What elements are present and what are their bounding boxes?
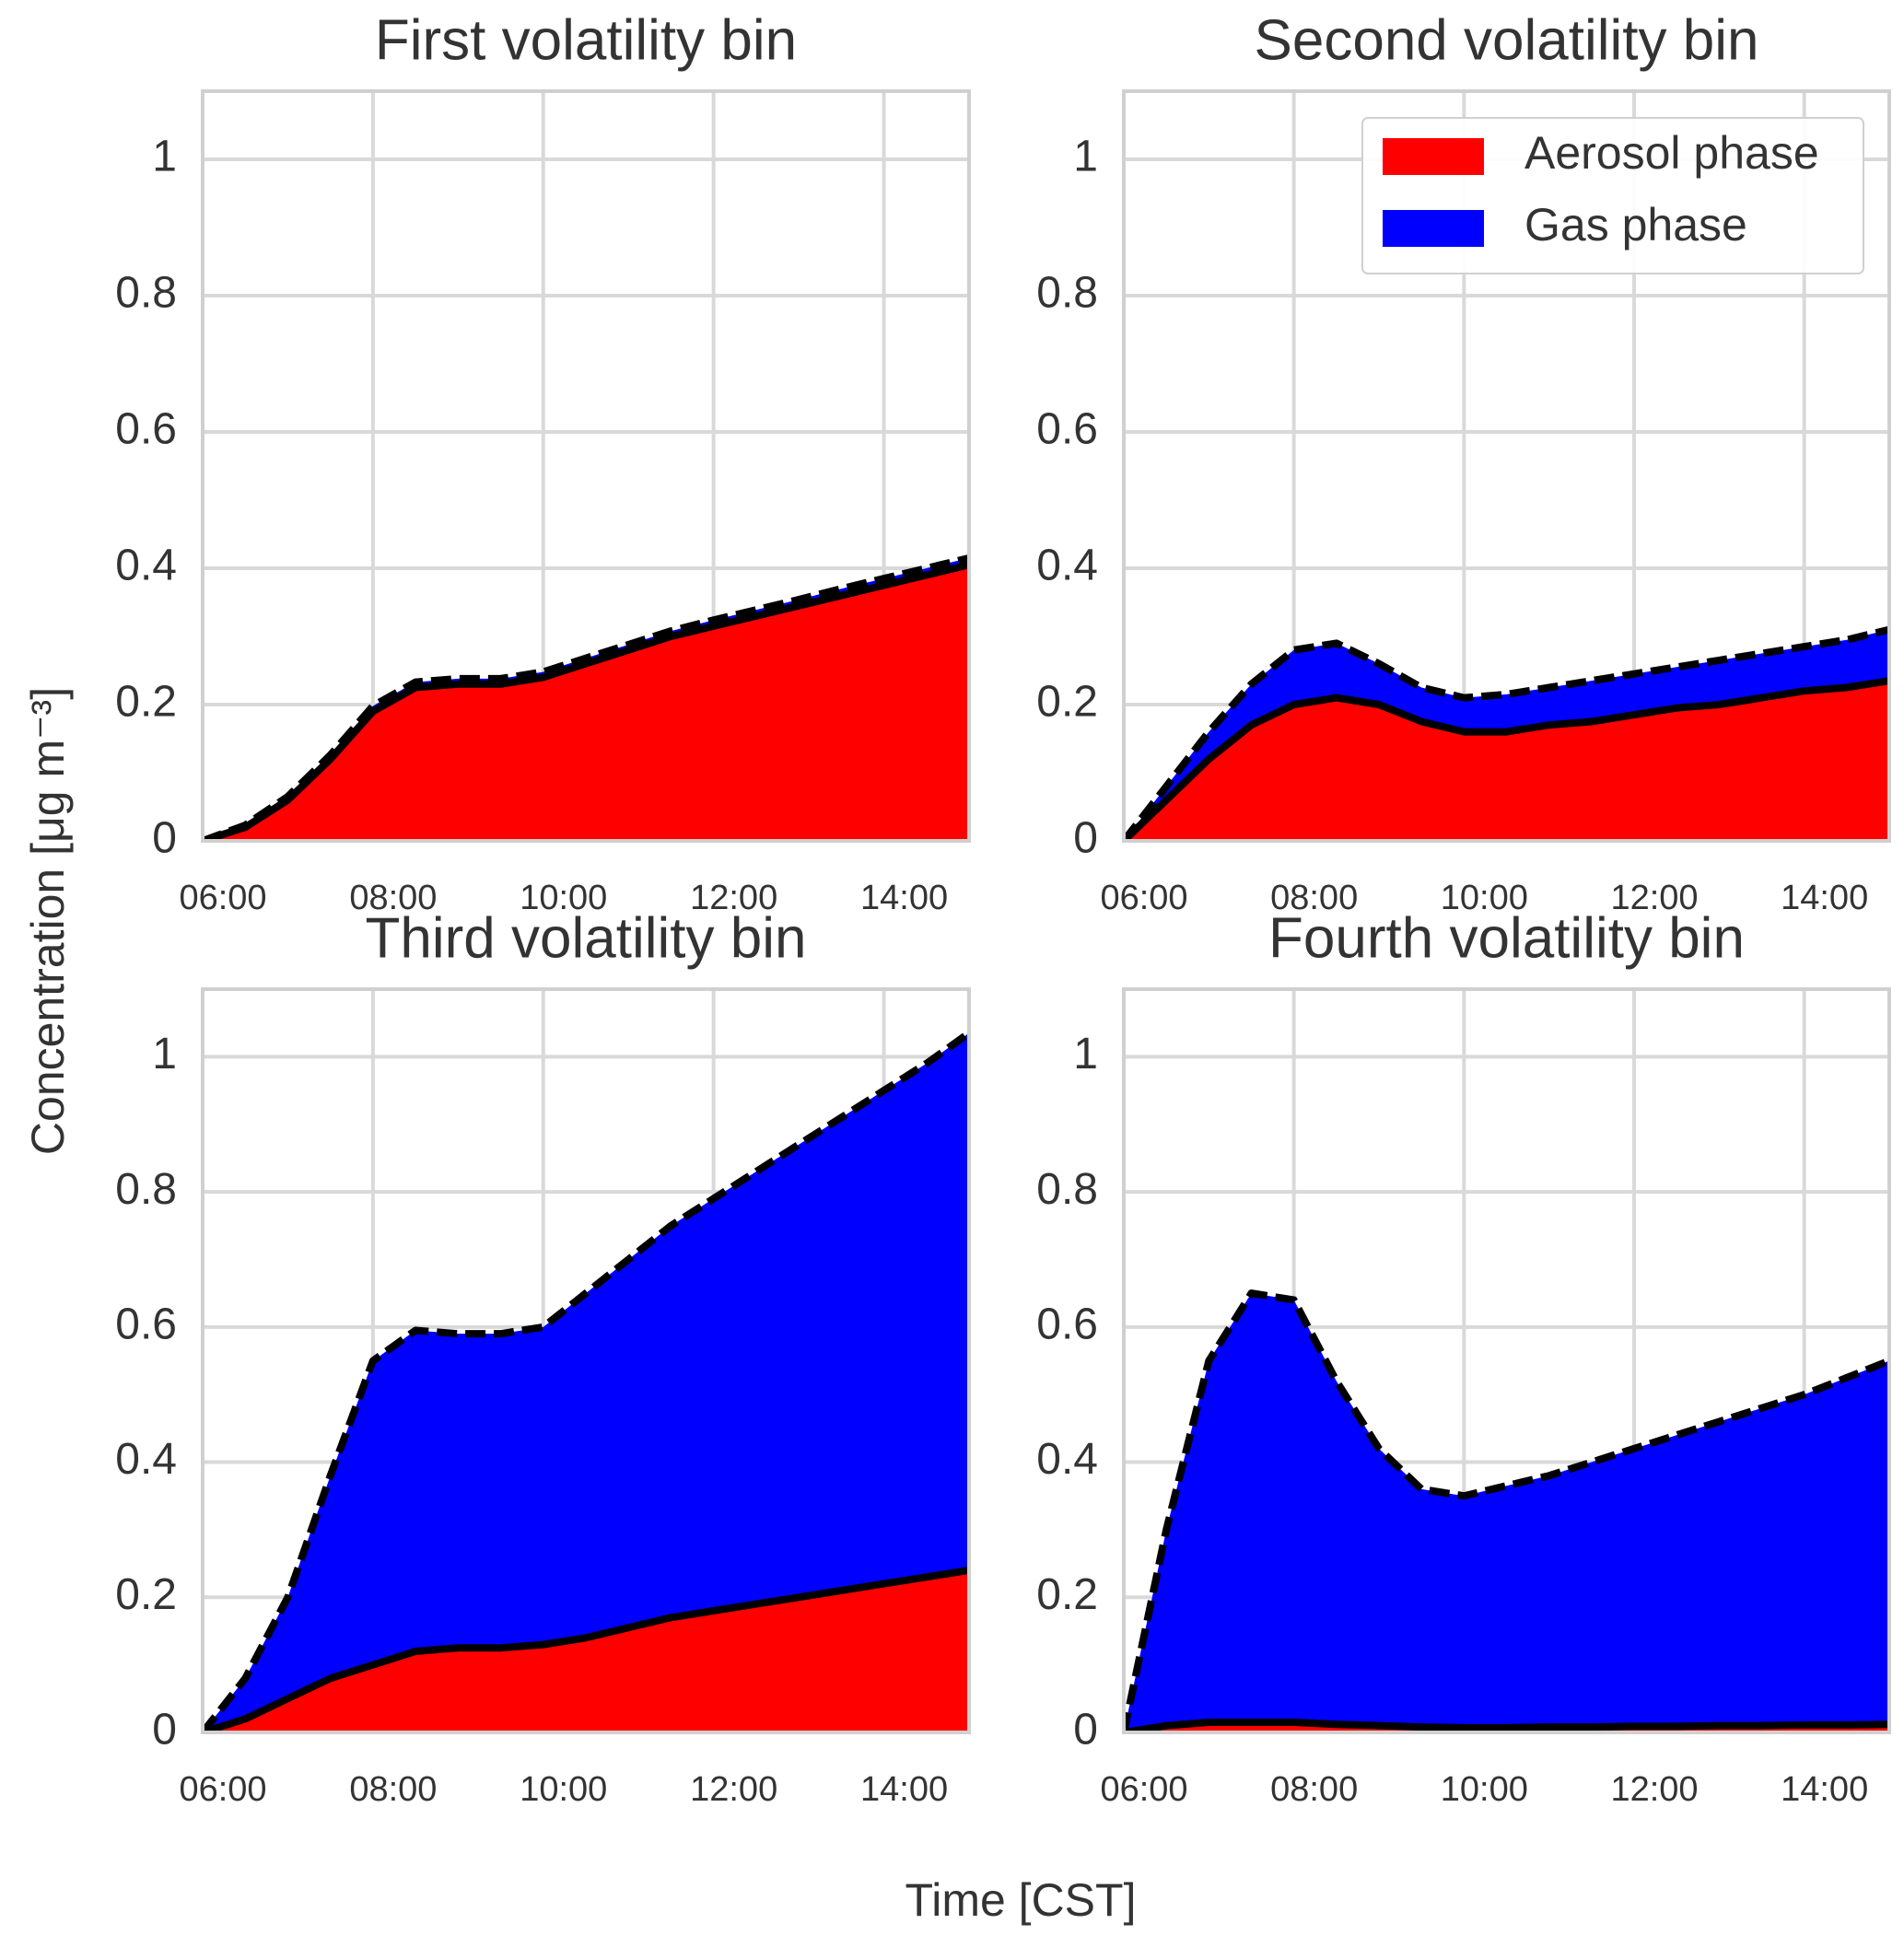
chart-title: Fourth volatility bin bbox=[1268, 906, 1745, 970]
y-tick-label: 0 bbox=[1073, 814, 1098, 863]
y-tick-label: 1 bbox=[1073, 133, 1098, 181]
x-tick-label: 12:00 bbox=[1610, 879, 1698, 917]
y-tick-label: 0 bbox=[152, 1706, 177, 1755]
y-tick-label: 0.6 bbox=[115, 405, 177, 454]
x-axis-label: Time [CST] bbox=[905, 1874, 1137, 1926]
area bbox=[1124, 681, 1889, 841]
x-tick-label: 14:00 bbox=[860, 1770, 948, 1809]
axes-frame bbox=[1122, 987, 1891, 1734]
x-tick-label: 06:00 bbox=[1100, 1770, 1187, 1809]
y-tick-label: 0.8 bbox=[115, 269, 177, 318]
y-tick-label: 0 bbox=[152, 814, 177, 863]
legend-swatch bbox=[1383, 138, 1484, 175]
y-tick-label: 0 bbox=[1073, 1706, 1098, 1755]
x-tick-label: 06:00 bbox=[179, 1770, 266, 1809]
y-axis-label: Concentration [μg m⁻³] bbox=[22, 687, 74, 1155]
x-tick-label: 12:00 bbox=[690, 879, 777, 917]
x-tick-label: 10:00 bbox=[520, 879, 607, 917]
x-tick-label: 14:00 bbox=[1781, 1770, 1868, 1809]
x-tick-label: 14:00 bbox=[1781, 879, 1868, 917]
boundary-line bbox=[203, 1566, 969, 1732]
y-tick-label: 0.2 bbox=[1036, 678, 1098, 727]
area bbox=[203, 565, 969, 841]
y-tick-label: 0.4 bbox=[1036, 542, 1098, 590]
y-tick-label: 0.4 bbox=[115, 1435, 177, 1484]
area bbox=[1124, 629, 1889, 841]
total-line bbox=[1124, 625, 1889, 841]
legend-label: Gas phase bbox=[1524, 199, 1747, 251]
axes-frame bbox=[201, 987, 971, 1734]
legend-box bbox=[1361, 117, 1864, 274]
y-tick-label: 1 bbox=[152, 133, 177, 181]
plot-area bbox=[203, 554, 969, 841]
x-tick-label: 08:00 bbox=[1270, 1770, 1358, 1809]
x-tick-label: 08:00 bbox=[1270, 879, 1358, 917]
axes-frame bbox=[1122, 89, 1891, 843]
x-tick-label: 10:00 bbox=[520, 1770, 607, 1809]
boundary-line bbox=[1124, 1719, 1889, 1732]
total-line bbox=[203, 1030, 969, 1732]
x-tick-label: 06:00 bbox=[1100, 879, 1187, 917]
y-tick-label: 1 bbox=[1073, 1030, 1098, 1078]
x-tick-label: 10:00 bbox=[1441, 879, 1528, 917]
y-tick-label: 0.4 bbox=[115, 542, 177, 590]
x-tick-label: 06:00 bbox=[179, 879, 266, 917]
area bbox=[1124, 1293, 1889, 1732]
y-tick-label: 0.6 bbox=[1036, 405, 1098, 454]
boundary-line bbox=[1124, 677, 1889, 841]
chart-title: First volatility bin bbox=[375, 8, 797, 72]
plot-area bbox=[1124, 625, 1889, 841]
area bbox=[203, 1569, 969, 1732]
plot-area bbox=[1124, 1289, 1889, 1732]
y-tick-label: 0.8 bbox=[1036, 269, 1098, 318]
y-tick-label: 0.2 bbox=[115, 678, 177, 727]
y-tick-label: 0.2 bbox=[115, 1570, 177, 1619]
x-tick-label: 08:00 bbox=[349, 879, 437, 917]
y-tick-label: 0.8 bbox=[1036, 1165, 1098, 1214]
y-tick-label: 0.2 bbox=[1036, 1570, 1098, 1619]
y-tick-label: 0.4 bbox=[1036, 1435, 1098, 1484]
total-line bbox=[1124, 1289, 1889, 1732]
y-tick-label: 0.6 bbox=[1036, 1300, 1098, 1348]
y-tick-label: 0.6 bbox=[115, 1300, 177, 1348]
axes-frame bbox=[201, 89, 971, 843]
x-tick-label: 12:00 bbox=[690, 1770, 777, 1809]
chart-title: Second volatility bin bbox=[1255, 8, 1759, 72]
x-tick-label: 14:00 bbox=[860, 879, 948, 917]
plot-area bbox=[203, 1030, 969, 1732]
x-tick-label: 12:00 bbox=[1610, 1770, 1698, 1809]
total-line bbox=[203, 554, 969, 841]
area bbox=[203, 1032, 969, 1732]
legend-label: Aerosol phase bbox=[1524, 127, 1819, 179]
y-tick-label: 1 bbox=[152, 1030, 177, 1078]
x-tick-label: 08:00 bbox=[349, 1770, 437, 1809]
legend-swatch bbox=[1383, 210, 1484, 247]
chart-title: Third volatility bin bbox=[366, 906, 807, 970]
x-tick-label: 10:00 bbox=[1441, 1770, 1528, 1809]
y-tick-label: 0.8 bbox=[115, 1165, 177, 1214]
